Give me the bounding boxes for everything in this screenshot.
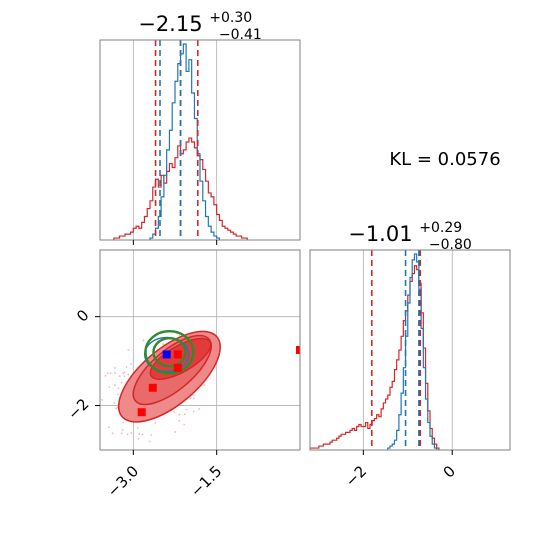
bl-sample-point bbox=[122, 372, 125, 375]
bl-red-marker-2 bbox=[173, 363, 182, 372]
tl-frame bbox=[99, 39, 301, 241]
title-top-left-minus: −0.41 bbox=[219, 27, 262, 43]
bl-ytick-label-1: −2 bbox=[64, 395, 92, 423]
bl-sample-point bbox=[185, 408, 188, 411]
bl-sample-point bbox=[114, 367, 116, 369]
bl-sample-point bbox=[122, 421, 125, 424]
panel-bottom-right: −1.01 +0.29 −0.80 −2 0 bbox=[309, 213, 511, 490]
bl-series bbox=[96, 330, 300, 443]
bl-red-marker-1 bbox=[148, 383, 157, 392]
bl-sample-point bbox=[123, 375, 126, 378]
top-left-plot-area bbox=[99, 39, 301, 245]
bl-green-ellipse-inner bbox=[152, 337, 187, 368]
bl-sample-point bbox=[154, 421, 157, 424]
bl-sample-point bbox=[96, 403, 98, 405]
bottom-left-plot-area: −3.0 −1.5 0 −2 bbox=[64, 249, 301, 501]
bl-sample-point bbox=[108, 386, 111, 388]
bl-sample-point bbox=[137, 437, 140, 440]
bl-blue-marker bbox=[162, 350, 171, 359]
bl-sample-point bbox=[136, 427, 139, 429]
bl-sample-point bbox=[198, 408, 201, 410]
panel-bottom-left: −3.0 −1.5 0 −2 bbox=[64, 249, 301, 501]
bl-xtick-label-1: −1.5 bbox=[187, 462, 225, 500]
bl-sample-point bbox=[192, 410, 195, 413]
bl-sample-point bbox=[174, 431, 177, 433]
bl-red-marker-0 bbox=[137, 408, 146, 417]
bl-sample-point bbox=[120, 381, 123, 384]
bl-red-edge-marker bbox=[296, 346, 300, 354]
bl-sample-point bbox=[111, 432, 114, 435]
bl-sample-point bbox=[120, 432, 123, 435]
bl-sample-point bbox=[116, 393, 119, 396]
bl-sample-point bbox=[113, 401, 116, 404]
bl-sample-point bbox=[123, 371, 126, 374]
br-frame bbox=[309, 249, 511, 451]
bl-sample-point bbox=[117, 387, 120, 390]
bl-red-marker-3 bbox=[173, 350, 182, 359]
bl-sample-point bbox=[142, 339, 145, 342]
bl-sample-point bbox=[148, 440, 151, 443]
panel-top-left: −2.15 +0.30 −0.41 bbox=[99, 3, 301, 245]
title-top-left-plus: +0.30 bbox=[209, 10, 252, 26]
bl-contour-inner bbox=[149, 337, 212, 381]
bl-sample-point bbox=[138, 433, 141, 435]
bl-sample-point bbox=[106, 372, 109, 375]
title-bottom-right-minus: −0.80 bbox=[429, 237, 472, 253]
title-bottom-right-value: −1.01 bbox=[348, 222, 412, 246]
kl-label: KL = 0.0576 bbox=[389, 149, 500, 170]
bl-sample-point bbox=[178, 413, 181, 416]
bl-sample-point bbox=[130, 432, 133, 434]
bl-sample-point bbox=[125, 366, 128, 368]
bl-sample-point bbox=[118, 375, 121, 378]
bl-green-ellipse-outer bbox=[144, 330, 195, 375]
bl-sample-point bbox=[126, 433, 129, 436]
bl-sample-point bbox=[173, 411, 176, 414]
bl-ytick-label-0: 0 bbox=[73, 306, 92, 325]
bl-sample-point bbox=[178, 334, 181, 337]
bl-sample-point bbox=[127, 349, 130, 351]
bl-sample-point bbox=[192, 394, 195, 397]
bl-sample-point bbox=[162, 343, 165, 346]
bl-sample-point bbox=[150, 433, 153, 436]
bl-sample-point bbox=[127, 373, 130, 376]
title-top-left: −2.15 +0.30 −0.41 bbox=[138, 3, 262, 43]
bl-sample-point bbox=[193, 397, 195, 400]
bl-sample-point bbox=[178, 419, 181, 422]
bl-sample-point bbox=[114, 371, 116, 374]
bl-sample-point bbox=[183, 423, 186, 426]
bl-sample-point bbox=[189, 397, 192, 400]
bl-sample-point bbox=[104, 375, 107, 377]
title-top-left-value: −2.15 bbox=[138, 12, 202, 36]
bl-sample-point bbox=[121, 429, 124, 431]
br-xtick-label-1: 0 bbox=[440, 462, 459, 481]
bl-sample-point bbox=[141, 433, 144, 436]
bl-sample-point bbox=[107, 426, 110, 429]
bl-sample-point bbox=[114, 384, 116, 387]
bl-sample-point bbox=[183, 413, 186, 416]
bl-xtick-label-0: −3.0 bbox=[104, 462, 142, 500]
bl-sample-point bbox=[109, 372, 112, 375]
title-bottom-right-plus: +0.29 bbox=[419, 220, 462, 236]
tl-blue-hist bbox=[149, 43, 221, 240]
bl-sample-point bbox=[101, 399, 104, 401]
bl-sample-point bbox=[130, 363, 133, 365]
bl-frame bbox=[99, 249, 301, 451]
br-xtick-label-0: −2 bbox=[342, 462, 370, 490]
title-bottom-right: −1.01 +0.29 −0.80 bbox=[348, 213, 472, 253]
br-blue-hist bbox=[387, 253, 438, 450]
bl-sample-point bbox=[115, 407, 118, 410]
bl-sample-point bbox=[203, 384, 206, 387]
bottom-right-plot-area: −2 0 bbox=[309, 249, 511, 490]
